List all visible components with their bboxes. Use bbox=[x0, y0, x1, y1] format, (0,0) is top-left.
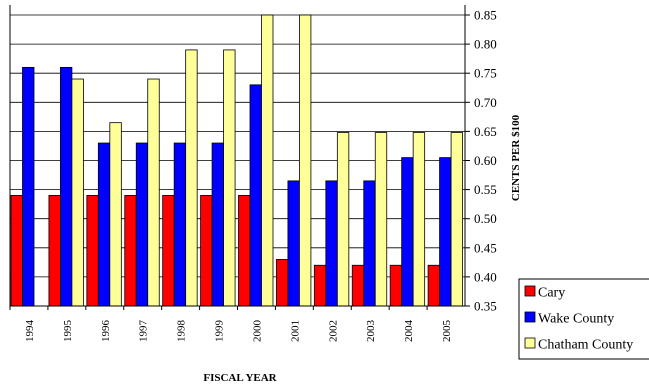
bar-cary bbox=[200, 195, 213, 307]
y-tick-label: 0.40 bbox=[474, 269, 497, 284]
x-tick-label: 2000 bbox=[251, 320, 263, 343]
x-tick-label: 1997 bbox=[138, 320, 150, 343]
x-tick-label: 1998 bbox=[176, 320, 188, 343]
legend: Cary Wake County Chatham County bbox=[518, 278, 649, 360]
bar-chatham-county bbox=[412, 132, 426, 307]
bar-cary bbox=[389, 264, 403, 307]
x-tick-label: 1996 bbox=[100, 320, 112, 343]
bar-cary bbox=[162, 195, 175, 307]
bar-wake-county bbox=[60, 66, 73, 307]
axes bbox=[9, 5, 470, 310]
x-axis-title: FISCAL YEAR bbox=[203, 372, 277, 384]
y-tick-label: 0.45 bbox=[474, 240, 497, 255]
x-tick-label: 1994 bbox=[24, 320, 36, 343]
bar-chatham-county bbox=[374, 132, 388, 307]
bar-chatham-county bbox=[223, 49, 236, 307]
bar-cary bbox=[124, 195, 137, 307]
bar-wake-county bbox=[287, 180, 300, 307]
x-tick-label: 1999 bbox=[214, 320, 226, 343]
legend-label: Chatham County bbox=[538, 338, 633, 353]
bar-chatham-county bbox=[336, 132, 350, 307]
y-tick-label: 0.75 bbox=[474, 66, 497, 81]
bar-wake-county bbox=[97, 142, 111, 307]
y-tick-label: 0.85 bbox=[474, 8, 497, 23]
bar-cary bbox=[276, 259, 289, 307]
x-tick-label: 2002 bbox=[327, 320, 339, 342]
bar-wake-county bbox=[401, 157, 414, 307]
x-tick-label: 2001 bbox=[289, 320, 301, 342]
legend-box bbox=[518, 278, 649, 360]
bar-wake-county bbox=[363, 180, 376, 307]
bar-chatham-county bbox=[71, 78, 84, 307]
y-axis-title: CENTS PER $100 bbox=[510, 114, 522, 201]
x-tick-label: 1995 bbox=[62, 320, 74, 343]
legend-label: Cary bbox=[538, 286, 565, 301]
y-tick-label: 0.60 bbox=[474, 153, 497, 168]
bar-chatham-county bbox=[109, 122, 122, 307]
bar-cary bbox=[351, 264, 365, 307]
bar-wake-county bbox=[211, 142, 224, 307]
bar-cary bbox=[238, 195, 251, 307]
bar-wake-county bbox=[249, 84, 262, 307]
y-tick-label: 0.70 bbox=[474, 95, 497, 110]
bar-wake-county bbox=[439, 157, 452, 307]
bar-chatham-county bbox=[450, 132, 463, 307]
bar-cary bbox=[427, 264, 440, 307]
y-tick-label: 0.50 bbox=[474, 211, 497, 226]
bar-cary bbox=[86, 195, 99, 307]
y-tick-labels: 0.35 0.40 0.45 0.50 0.55 0.60 0.65 0.70 0.75 0.80… bbox=[474, 8, 497, 314]
x-tick-labels: 1994 1995 1996 1997 1998 1999 2000 2001 2002 2003… bbox=[24, 320, 453, 343]
y-tick-label: 0.65 bbox=[474, 124, 497, 139]
bar-cary bbox=[313, 264, 327, 307]
y-tick-label: 0.35 bbox=[474, 299, 497, 314]
x-tick-label: 2005 bbox=[441, 320, 453, 343]
legend-swatch bbox=[524, 285, 536, 297]
bar-chatham-county bbox=[147, 78, 160, 307]
bar-chatham-county bbox=[261, 14, 274, 307]
x-tick-label: 2004 bbox=[403, 320, 415, 343]
y-tick-label: 0.55 bbox=[474, 182, 497, 197]
bar-chatham-county bbox=[299, 14, 312, 307]
bar-wake-county bbox=[325, 180, 338, 307]
legend-label: Wake County bbox=[538, 312, 614, 327]
bar-wake-county bbox=[135, 142, 149, 307]
bar-wake-county bbox=[173, 142, 187, 307]
bar-wake-county bbox=[22, 66, 35, 307]
y-tick-label: 0.80 bbox=[474, 37, 497, 52]
bar-chatham-county bbox=[185, 49, 198, 307]
gridlines bbox=[10, 14, 465, 307]
legend-swatch bbox=[524, 311, 536, 323]
x-tick-label: 2003 bbox=[365, 320, 377, 343]
bar-cary bbox=[10, 195, 23, 307]
bars bbox=[10, 14, 463, 307]
legend-swatch bbox=[524, 337, 536, 349]
bar-cary bbox=[48, 195, 61, 307]
